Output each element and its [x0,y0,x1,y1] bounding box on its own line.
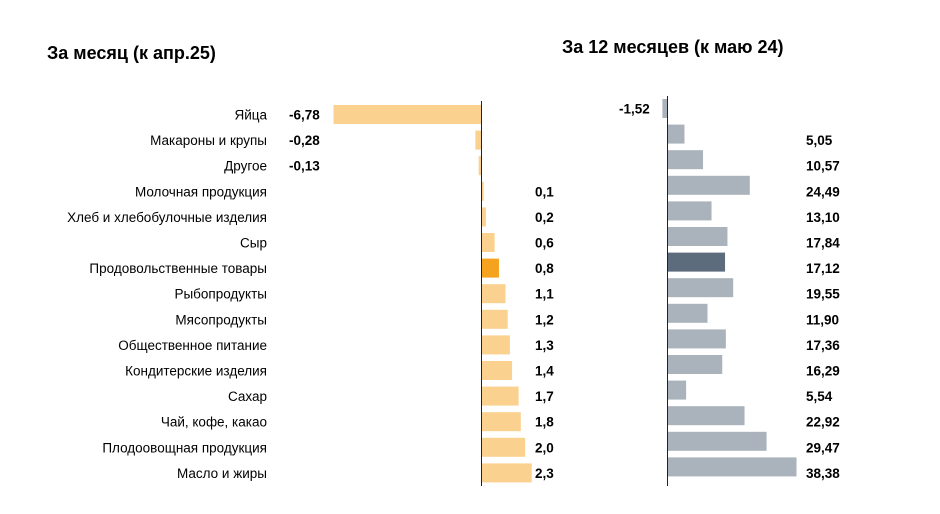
year-bar [667,329,726,349]
month-value-label: 1,1 [535,287,554,302]
month-value-label: 2,0 [535,440,554,455]
category-label: Макароны и крупы [150,133,267,148]
year-value-label: 17,36 [806,338,840,353]
month-value-label: 2,3 [535,466,554,481]
year-value-label: 11,90 [806,312,839,327]
month-bar [481,361,513,380]
month-value-label: 1,7 [535,389,554,404]
year-value-label: 19,55 [806,287,840,302]
year-bar [667,380,687,400]
category-label: Кондитерские изделия [125,364,267,379]
year-bar [667,150,704,170]
month-bar [481,412,521,432]
category-label: Рыбопродукты [174,287,267,302]
year-value-label: 17,12 [806,261,840,276]
year-value-label: 38,38 [806,466,840,481]
month-bar [481,258,499,278]
category-label: Масло и жиры [177,466,267,481]
year-bar [667,252,726,272]
year-bar [667,431,767,451]
year-bar [667,175,750,195]
category-label: Общественное питание [118,338,267,353]
year-value-label: 17,84 [806,236,840,251]
month-value-label: 0,1 [535,184,554,199]
month-bar [481,181,484,201]
year-bar [667,201,712,221]
category-label: Продовольственные товары [89,261,267,276]
month-bar [481,437,526,457]
year-value-label: 5,54 [806,389,833,404]
category-label: Сахар [228,389,267,404]
year-value-label: 29,47 [806,440,840,455]
year-value-label: 10,57 [806,159,840,174]
month-value-label: 0,6 [535,236,554,251]
year-value-label: 16,29 [806,364,840,379]
category-label: Мясопродукты [175,312,267,327]
month-bar [481,207,486,227]
month-value-label: -0,13 [289,159,320,174]
year-value-label: -1,52 [619,102,650,117]
month-bar [481,335,510,355]
chart-title-year: За 12 месяцев (к маю 24) [562,37,784,57]
month-bar [481,284,506,304]
year-bar [667,303,708,323]
year-value-label: 5,05 [806,133,833,148]
year-value-label: 13,10 [806,210,840,225]
category-label: Чай, кофе, какао [161,415,267,430]
month-value-label: 1,4 [535,364,554,379]
category-label: Другое [224,159,267,174]
month-value-label: -6,78 [289,108,320,123]
category-label: Хлеб и хлебобулочные изделия [67,210,267,225]
month-bar [481,233,495,252]
month-bar [478,156,482,176]
month-value-label: 1,3 [535,338,554,353]
year-bar [667,227,728,246]
month-value-label: 0,8 [535,261,554,276]
year-bar [667,457,797,477]
month-bar [475,130,482,150]
category-label: Молочная продукция [135,184,267,199]
category-label: Плодоовощная продукция [102,440,267,455]
month-bar [481,386,519,406]
month-bar [333,105,482,124]
month-value-label: 1,8 [535,415,554,430]
month-bar [481,309,508,329]
year-bar [667,355,723,374]
month-value-label: 0,2 [535,210,554,225]
month-bar [481,463,532,483]
year-bar [667,278,734,298]
year-bar [667,406,745,426]
year-value-label: 24,49 [806,184,840,199]
category-label: Яйца [234,108,267,123]
category-label: Сыр [240,236,267,251]
month-value-label: 1,2 [535,312,554,327]
year-bar [667,124,685,144]
year-bar [662,99,668,118]
month-value-label: -0,28 [289,133,320,148]
chart-title-month: За месяц (к апр.25) [47,43,216,63]
year-value-label: 22,92 [806,415,840,430]
